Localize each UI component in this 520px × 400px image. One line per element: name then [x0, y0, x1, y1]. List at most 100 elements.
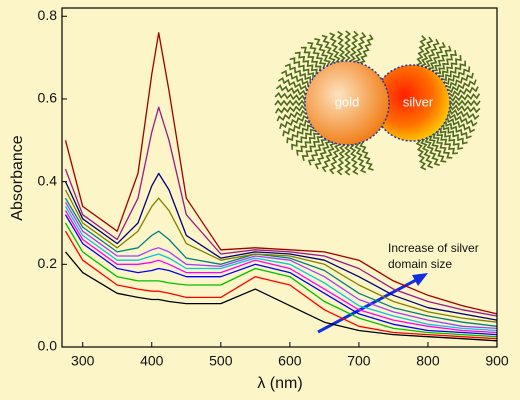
ligand [289, 57, 315, 79]
ligand [300, 46, 322, 72]
silver-particle [373, 64, 451, 142]
ligand [424, 38, 440, 68]
spectrum-line [64, 210, 498, 334]
ligand [277, 76, 308, 92]
ligand [344, 30, 352, 62]
annotation: Increase of silver [388, 241, 479, 255]
ligand [439, 127, 464, 150]
ligand [428, 135, 447, 163]
y-axis-label: Absorbance [9, 135, 26, 220]
inset-label: silver [403, 94, 434, 109]
ligand [349, 30, 359, 62]
ligand [314, 38, 331, 67]
arrow-head [412, 273, 428, 286]
ligand [336, 30, 346, 62]
ligand [354, 142, 367, 174]
x-tick-label: 500 [209, 353, 233, 369]
ligand [432, 132, 453, 159]
ligand [274, 91, 306, 101]
ligand [274, 99, 306, 107]
ligand [344, 144, 352, 176]
ligand [336, 144, 346, 176]
ligand [442, 124, 468, 145]
spectrum-line [64, 32, 498, 315]
ligand [321, 142, 336, 173]
ligand [428, 41, 446, 70]
x-axis-label: λ (nm) [257, 375, 302, 392]
inset-label: gold [335, 94, 360, 109]
ligand [431, 45, 452, 72]
ligand [354, 31, 367, 63]
annotation: domain size [388, 257, 452, 271]
ligand [448, 86, 479, 98]
ligand [449, 99, 481, 107]
ligand [286, 124, 313, 144]
ligand [438, 55, 462, 78]
x-tick-label: 800 [416, 353, 440, 369]
spectrum-line [64, 172, 498, 321]
y-tick-label: 0.2 [38, 255, 58, 271]
ligand [444, 120, 472, 140]
ligand [449, 104, 481, 114]
ligand [349, 143, 359, 175]
spectrum-line [64, 106, 498, 317]
arrow [317, 277, 419, 334]
ligand [301, 136, 323, 162]
ligand [291, 128, 316, 150]
ligand [329, 32, 341, 63]
y-tick-label: 0.8 [38, 7, 58, 23]
gold-particle [304, 60, 390, 146]
x-tick-label: 400 [140, 353, 164, 369]
ligand [447, 112, 478, 127]
ligand [449, 93, 481, 102]
ligand [420, 36, 434, 67]
spectrum-line [64, 197, 498, 327]
ligand [359, 141, 374, 171]
ligand [284, 63, 312, 83]
spectrum-line [64, 189, 498, 323]
ligand [443, 66, 471, 85]
ligand [275, 84, 307, 96]
ligand [296, 132, 320, 156]
y-tick-label: 0.6 [38, 90, 58, 106]
x-tick-label: 900 [485, 353, 509, 369]
ligand [329, 143, 341, 175]
ligand [359, 34, 374, 64]
ligand [415, 139, 427, 171]
plot-frame [61, 7, 498, 348]
ligand [424, 136, 440, 166]
ligand [321, 34, 336, 65]
ligand [436, 130, 458, 155]
ligand [420, 138, 434, 169]
x-tick-label: 700 [347, 353, 371, 369]
ligand [446, 116, 476, 134]
ligand [282, 119, 311, 137]
spectrum-line [64, 201, 498, 330]
spectrum-line [64, 230, 498, 340]
spectrum-line [65, 251, 498, 342]
ligand [446, 79, 477, 94]
ligand [276, 109, 308, 122]
ligand [307, 139, 327, 166]
spectrum-line [64, 206, 498, 332]
ligand [435, 50, 458, 75]
spectrum-line [64, 214, 498, 336]
ligand [279, 114, 309, 130]
ligand [440, 60, 466, 82]
ligand [294, 51, 318, 75]
y-tick-label: 0.4 [38, 172, 58, 188]
ligand [314, 141, 332, 170]
ligand [445, 72, 474, 89]
ligand [416, 35, 427, 66]
y-tick-label: 0.0 [38, 338, 58, 354]
ligand [448, 108, 480, 121]
ligand [280, 69, 310, 87]
spectrum-line [64, 222, 498, 338]
ligand [307, 42, 327, 69]
ligand [275, 104, 307, 114]
ligands [274, 30, 481, 176]
x-tick-label: 300 [71, 353, 95, 369]
x-tick-label: 600 [278, 353, 302, 369]
